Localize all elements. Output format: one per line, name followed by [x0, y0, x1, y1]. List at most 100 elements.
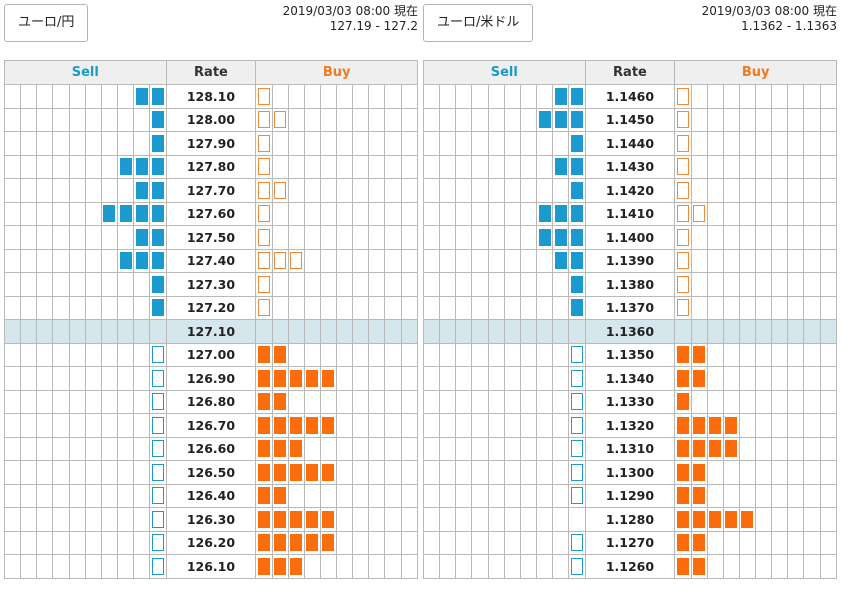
buy-cell [803, 530, 821, 555]
buy-cell [738, 389, 757, 414]
sell-volume-block [151, 534, 164, 552]
sell-cell [471, 107, 489, 132]
buy-cell [819, 342, 838, 367]
buy-cell [819, 436, 838, 461]
order-book-eurusd: Sell Rate Buy 1.1460 1.1450 1.1440 1.1430 1.… [422, 60, 838, 579]
buy-cell [674, 178, 692, 203]
sell-cell [552, 272, 570, 297]
rate-cell: 126.90 [165, 366, 257, 391]
buy-cell [384, 295, 402, 320]
buy-cell [384, 436, 402, 461]
bid-ask-eurjpy: 127.19 - 127.2 [329, 19, 418, 33]
buy-cell [819, 366, 838, 391]
buy-cell [336, 530, 354, 555]
buy-cell [255, 295, 273, 320]
sell-cell [3, 107, 22, 132]
buy-cell [706, 154, 724, 179]
buy-cell [722, 84, 740, 109]
buy-volume-block [676, 416, 689, 434]
sell-volume-block [570, 299, 583, 317]
buy-cell [287, 319, 305, 344]
buy-cell [722, 530, 740, 555]
sell-cell [552, 319, 570, 344]
buy-volume-block [306, 416, 319, 434]
sell-cell [455, 483, 473, 508]
sell-cell [52, 272, 70, 297]
sell-cell [20, 272, 38, 297]
buy-cell [722, 554, 740, 579]
buy-cell [319, 507, 338, 532]
sell-cell [133, 84, 151, 109]
sell-cell [100, 389, 118, 414]
buy-header: Buy [255, 60, 418, 85]
sell-cell [487, 460, 505, 485]
sell-cell [568, 248, 586, 273]
buy-cell [319, 483, 338, 508]
rate-row: 1.1440 [422, 131, 838, 156]
rate-cell: 126.30 [165, 507, 257, 532]
sell-cell [503, 530, 521, 555]
rate-row: 126.80 [3, 389, 419, 414]
buy-cell [803, 248, 821, 273]
rate-cell: 128.10 [165, 84, 257, 109]
sell-cell [487, 507, 505, 532]
buy-cell [287, 178, 305, 203]
sell-volume-block [119, 252, 132, 270]
sell-cell [52, 84, 70, 109]
sell-cell [149, 436, 167, 461]
buy-cell [738, 342, 757, 367]
sell-cell [487, 248, 505, 273]
pair-button-eurusd[interactable]: ユーロ/米ドル [423, 4, 534, 42]
buy-cell [674, 295, 692, 320]
buy-cell [336, 131, 354, 156]
sell-cell [116, 319, 135, 344]
rate-row: 126.60 [3, 436, 419, 461]
buy-cell [352, 178, 370, 203]
buy-cell [690, 342, 708, 367]
rate-row: 126.30 [3, 507, 419, 532]
buy-cell [271, 178, 289, 203]
sell-cell [471, 413, 489, 438]
sell-cell [535, 84, 554, 109]
buy-volume-block [274, 252, 287, 270]
sell-cell [422, 460, 441, 485]
buy-cell [706, 319, 724, 344]
sell-cell [149, 225, 167, 250]
buy-cell [400, 530, 419, 555]
buy-volume-block [322, 369, 335, 387]
buy-cell [400, 225, 419, 250]
sell-cell [422, 507, 441, 532]
bid-ask-eurusd: 1.1362 - 1.1363 [741, 19, 837, 33]
buy-cell [368, 178, 386, 203]
buy-cell [819, 107, 838, 132]
buy-cell [319, 248, 338, 273]
buy-cell [303, 272, 321, 297]
buy-cell [738, 366, 757, 391]
buy-cell [690, 389, 708, 414]
sell-cell [52, 342, 70, 367]
sell-cell [3, 436, 22, 461]
sell-cell [84, 413, 102, 438]
rate-cell: 1.1360 [584, 319, 676, 344]
sell-cell [439, 554, 457, 579]
buy-cell [738, 530, 757, 555]
sell-cell [552, 507, 570, 532]
buy-cell [706, 436, 724, 461]
buy-header: Buy [674, 60, 837, 85]
buy-cell [271, 225, 289, 250]
buy-cell [352, 436, 370, 461]
rate-cell: 1.1410 [584, 201, 676, 226]
buy-cell [771, 554, 789, 579]
sell-cell [503, 178, 521, 203]
sell-cell [149, 507, 167, 532]
buy-cell [755, 530, 773, 555]
sell-cell [133, 225, 151, 250]
sell-volume-block [151, 275, 164, 293]
sell-cell [68, 389, 86, 414]
pair-button-eurjpy[interactable]: ユーロ/円 [4, 4, 89, 42]
buy-cell [787, 436, 805, 461]
buy-volume-block [676, 369, 689, 387]
sell-cell [422, 554, 441, 579]
buy-cell [674, 131, 692, 156]
sell-cell [471, 554, 489, 579]
